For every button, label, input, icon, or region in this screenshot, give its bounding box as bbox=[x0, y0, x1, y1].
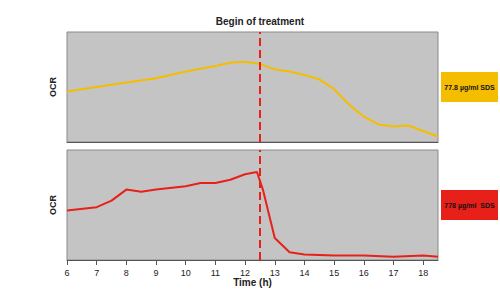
svg-text:6: 6 bbox=[64, 268, 69, 278]
svg-text:16: 16 bbox=[359, 268, 369, 278]
svg-text:77.8 µg/ml SDS: 77.8 µg/ml SDS bbox=[444, 84, 495, 92]
svg-text:8: 8 bbox=[124, 268, 129, 278]
svg-text:18: 18 bbox=[418, 268, 428, 278]
svg-text:14: 14 bbox=[299, 268, 309, 278]
svg-text:Begin of treatment: Begin of treatment bbox=[216, 16, 305, 27]
svg-text:7: 7 bbox=[94, 268, 99, 278]
svg-text:15: 15 bbox=[329, 268, 339, 278]
svg-text:Time (h): Time (h) bbox=[233, 277, 272, 288]
svg-text:OCR: OCR bbox=[48, 77, 58, 98]
svg-text:10: 10 bbox=[181, 268, 191, 278]
svg-text:9: 9 bbox=[154, 268, 159, 278]
svg-text:11: 11 bbox=[211, 268, 220, 278]
svg-text:778 µg/ml SDS: 778 µg/ml SDS bbox=[444, 202, 495, 210]
svg-text:17: 17 bbox=[388, 268, 398, 278]
svg-text:13: 13 bbox=[270, 268, 280, 278]
svg-text:12: 12 bbox=[240, 268, 250, 278]
svg-text:OCR: OCR bbox=[48, 195, 58, 216]
